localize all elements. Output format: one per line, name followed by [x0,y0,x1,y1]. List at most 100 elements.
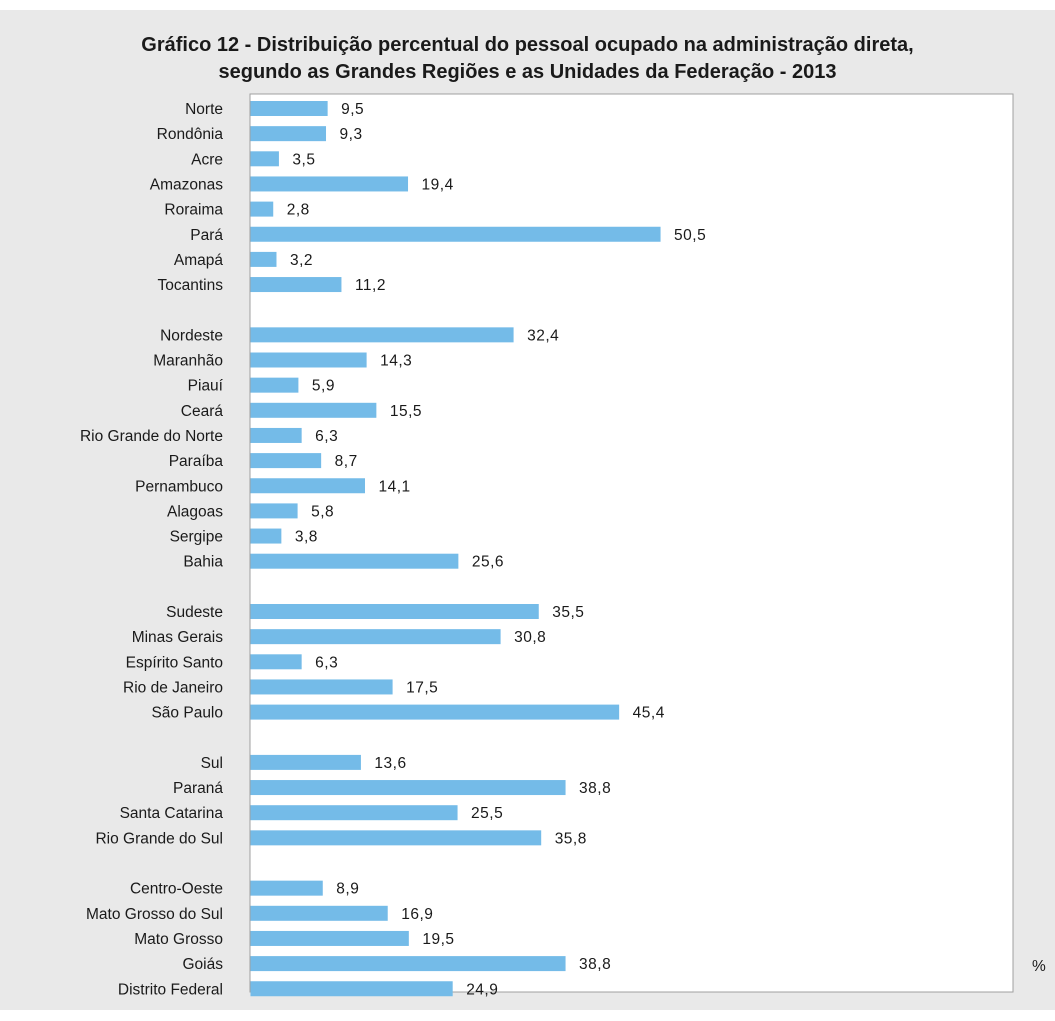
bar [250,880,323,896]
unit-label: % [1032,958,1046,975]
data-label: 32,4 [527,327,559,344]
category-label: Amazonas [150,176,223,193]
category-label: Ceará [181,403,224,420]
data-label: 30,8 [514,629,546,646]
data-label: 17,5 [406,679,438,696]
data-label: 3,5 [292,151,315,168]
category-label: Pará [190,227,223,244]
chart-title-line-2: segundo as Grandes Regiões e as Unidades… [218,61,837,83]
bar [250,176,409,192]
bar [250,151,279,167]
bar [250,981,453,997]
category-label: Goiás [183,956,224,973]
bar [250,956,566,972]
bar [250,427,302,443]
data-label: 9,5 [341,101,364,118]
data-label: 11,2 [355,277,386,294]
bar [250,805,458,821]
category-label: Amapá [174,252,223,269]
data-label: 15,5 [390,403,422,420]
bar [250,754,361,770]
category-label: Alagoas [167,503,223,520]
category-label: Pernambuco [135,478,223,495]
bar [250,101,328,116]
data-label: 35,8 [555,830,587,847]
data-label: 8,7 [335,453,358,470]
chart-title-line-1: Gráfico 12 - Distribuição percentual do … [141,34,914,56]
category-label: Centro-Oeste [130,881,223,898]
bar [250,352,367,368]
category-label: Mato Grosso [134,931,223,948]
data-label: 38,8 [579,780,611,797]
bar [250,251,277,267]
data-label: 13,6 [374,755,406,772]
category-label: Mato Grosso do Sul [86,906,223,923]
bar [250,201,274,217]
bar [250,327,514,343]
data-label: 25,6 [472,554,504,571]
bar [250,553,459,569]
bar [250,277,342,293]
bar [250,126,327,142]
bar [250,679,393,695]
category-label: Piauí [188,378,224,395]
bar [250,704,620,720]
data-label: 5,9 [312,378,335,395]
bar [250,780,566,796]
bar [250,503,298,519]
category-label: Maranhão [153,353,223,370]
category-label: Paraíba [169,453,224,470]
category-label: Nordeste [160,327,223,344]
category-label: Minas Gerais [132,629,224,646]
chart-figure: Gráfico 12 - Distribuição percentual do … [0,10,1055,1010]
category-label: Distrito Federal [118,981,223,998]
data-label: 6,3 [315,428,338,445]
bar [250,226,661,242]
category-label: Espírito Santo [126,654,223,671]
category-label: Bahia [183,554,223,571]
data-label: 45,4 [633,705,665,722]
category-label: Sergipe [170,529,223,546]
data-label: 24,9 [466,981,498,998]
data-label: 3,8 [295,529,318,546]
data-label: 6,3 [315,654,338,671]
category-label: Sudeste [166,604,223,621]
category-label: Norte [185,101,223,118]
category-label: São Paulo [151,705,223,722]
bar-chart: Norte 9,5 Rondônia 9,3 Acre 3,5 Amazonas 19,4 Ro… [80,93,1046,998]
bar [250,402,377,418]
data-label: 14,3 [380,353,412,370]
category-label: Santa Catarina [120,805,224,822]
bars-layer: Norte 9,5 Rondônia 9,3 Acre 3,5 Amazonas 19,4 Ro… [80,101,706,998]
category-label: Paraná [173,780,223,797]
category-label: Rio Grande do Sul [95,830,223,847]
bar [250,830,542,846]
data-label: 5,8 [311,503,334,520]
category-label: Rondônia [157,126,224,143]
data-label: 19,5 [422,931,454,948]
data-label: 38,8 [579,956,611,973]
data-label: 25,5 [471,805,503,822]
category-label: Rio Grande do Norte [80,428,223,445]
category-label: Sul [201,755,223,772]
bar [250,930,409,946]
bar [250,528,282,544]
bar [250,453,322,469]
data-label: 35,5 [552,604,584,621]
data-label: 16,9 [401,906,433,923]
data-label: 2,8 [287,202,310,219]
data-label: 3,2 [290,252,313,269]
bar [250,905,388,921]
bar [250,604,539,619]
category-label: Tocantins [158,277,224,294]
category-label: Rio de Janeiro [123,679,223,696]
bar [250,377,299,393]
category-label: Roraima [164,202,223,219]
category-label: Acre [191,151,223,168]
data-label: 14,1 [378,478,410,495]
bar [250,654,302,670]
data-label: 8,9 [336,881,359,898]
data-label: 19,4 [422,176,454,193]
bar [250,629,501,645]
bar [250,478,365,494]
